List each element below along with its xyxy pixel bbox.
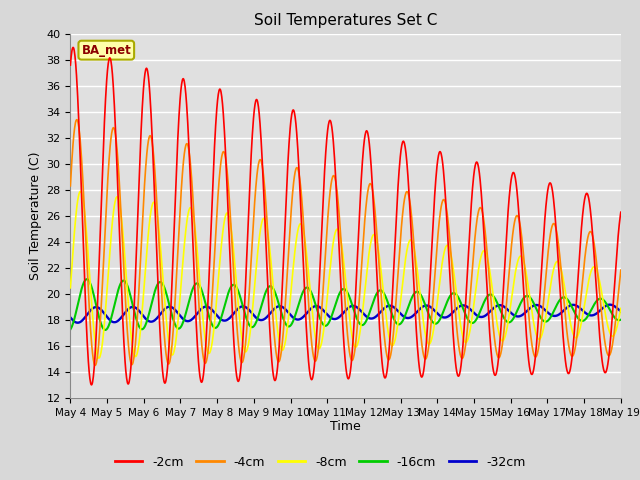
Y-axis label: Soil Temperature (C): Soil Temperature (C) [29,152,42,280]
Title: Soil Temperatures Set C: Soil Temperatures Set C [254,13,437,28]
X-axis label: Time: Time [330,420,361,432]
Text: BA_met: BA_met [81,44,131,57]
Legend: -2cm, -4cm, -8cm, -16cm, -32cm: -2cm, -4cm, -8cm, -16cm, -32cm [109,451,531,474]
